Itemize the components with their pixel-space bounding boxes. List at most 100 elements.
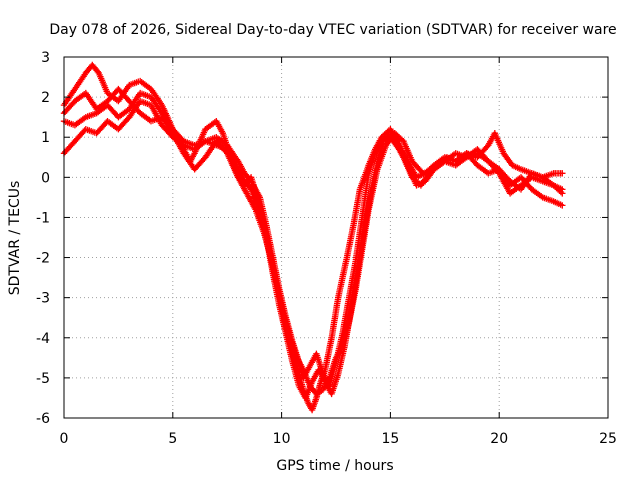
data-point — [419, 166, 436, 177]
data-point — [137, 77, 153, 92]
data-point — [313, 350, 326, 376]
data-point — [126, 97, 143, 115]
data-point — [93, 99, 110, 113]
plot-frame — [63, 56, 609, 419]
y-tick-label: -5 — [36, 371, 50, 387]
data-point — [282, 330, 296, 364]
x-tick-label: 15 — [381, 431, 399, 447]
data-point — [365, 168, 381, 213]
data-point — [350, 188, 363, 229]
data-point — [280, 310, 293, 340]
data-point — [180, 142, 196, 152]
data-point — [243, 190, 258, 211]
y-tick-label: -4 — [36, 331, 50, 347]
data-point — [539, 194, 555, 204]
data-point — [496, 170, 513, 195]
data-point — [224, 146, 241, 171]
data-point — [539, 170, 555, 181]
data-point — [202, 139, 219, 161]
data-point — [559, 202, 566, 209]
data-point — [82, 89, 99, 111]
data-point — [365, 151, 378, 177]
data-point — [321, 336, 335, 374]
data-point — [147, 93, 164, 115]
y-tick-label: -3 — [36, 291, 50, 307]
data-point — [500, 150, 515, 167]
data-point — [339, 320, 352, 349]
data-point — [137, 89, 153, 100]
x-tick-label: 5 — [168, 431, 177, 447]
data-point — [550, 198, 564, 208]
data-point — [413, 178, 427, 189]
data-point — [335, 256, 350, 301]
data-point — [274, 282, 287, 315]
data-point — [491, 130, 506, 155]
y-tick-label: -6 — [36, 411, 50, 427]
data-point — [395, 146, 411, 167]
data-point — [71, 71, 88, 93]
data-point — [293, 354, 306, 372]
y-tick-label: 0 — [41, 170, 50, 186]
data-point — [509, 162, 523, 172]
data-point — [528, 186, 545, 200]
axis-ticks: 0 5 10 15 20 25 -6 -5 -4 -3 -2 -1 0 1 2 3 — [36, 50, 617, 447]
data-point — [180, 150, 197, 171]
data-point — [169, 130, 186, 155]
series-track-3 — [60, 97, 566, 390]
data-point — [430, 159, 447, 173]
data-point — [241, 178, 254, 192]
data-point — [345, 260, 359, 301]
data-point — [224, 150, 241, 179]
x-tick-label: 0 — [60, 431, 69, 447]
data-point — [391, 130, 406, 144]
data-point — [89, 61, 101, 75]
data-point — [158, 122, 175, 140]
data-point — [319, 376, 332, 394]
data-point — [559, 186, 566, 193]
data-point — [241, 170, 254, 184]
data-point — [404, 158, 419, 179]
data-point — [247, 178, 263, 199]
data-point — [202, 134, 218, 145]
data-point — [395, 142, 411, 163]
data-point — [224, 142, 241, 163]
data-point — [441, 151, 458, 165]
y-axis-label: SDTVAR / TECUs — [7, 181, 23, 296]
x-axis-label: GPS time / hours — [276, 458, 393, 474]
data-point — [430, 155, 447, 169]
data-point — [169, 126, 186, 144]
x-tick-label: 10 — [273, 431, 291, 447]
data-point — [358, 172, 372, 221]
data-point — [332, 344, 345, 361]
data-point — [374, 143, 389, 173]
data-point — [517, 175, 534, 189]
data-point — [300, 366, 313, 388]
data-point — [352, 248, 365, 293]
data-point — [328, 372, 341, 398]
y-tick-label: 2 — [41, 90, 50, 106]
data-point — [358, 208, 372, 253]
data-point — [326, 356, 339, 382]
data-point — [400, 138, 415, 163]
data-point — [496, 166, 513, 184]
data-point — [372, 139, 384, 157]
data-point — [234, 166, 247, 183]
data-point — [328, 296, 342, 341]
data-point — [550, 182, 564, 192]
data-point — [506, 183, 523, 197]
data-point — [289, 358, 302, 388]
data-point — [115, 85, 132, 103]
data-point — [137, 110, 153, 124]
data-point — [343, 224, 357, 261]
data-point — [287, 334, 300, 360]
data-point — [261, 230, 274, 259]
data-point — [313, 387, 325, 398]
data-point — [352, 216, 365, 265]
x-tick-label: 20 — [490, 431, 508, 447]
series-track-2 — [60, 89, 566, 402]
y-tick-label: -1 — [36, 210, 50, 226]
data-point — [60, 118, 77, 128]
data-point — [191, 155, 208, 173]
data-point — [252, 206, 267, 235]
y-tick-label: 3 — [41, 50, 50, 66]
